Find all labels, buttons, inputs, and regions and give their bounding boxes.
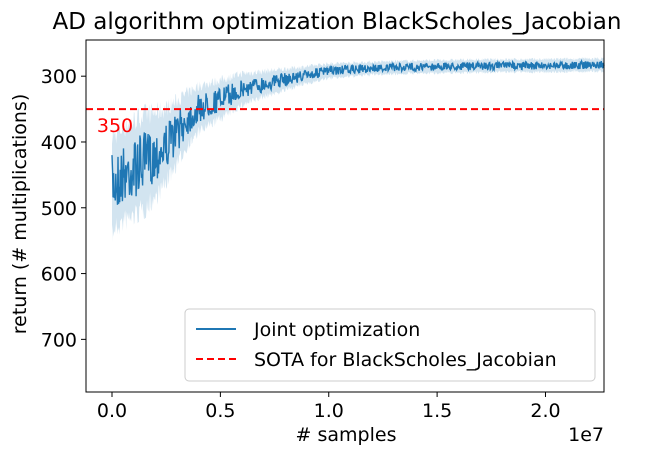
x-tick-label: 1.5 xyxy=(422,400,452,422)
y-tick-label: 500 xyxy=(41,198,77,220)
x-tick-label: 0.0 xyxy=(97,400,127,422)
series-line-joint-optimization xyxy=(111,58,605,205)
y-tick-label: 300 xyxy=(41,66,77,88)
variance-band xyxy=(112,57,604,243)
legend: Joint optimization SOTA for BlackScholes… xyxy=(184,308,596,382)
y-tick-label: 400 xyxy=(41,132,77,154)
sota-annotation: 350 xyxy=(97,115,133,137)
x-axis-offset-label: 1e7 xyxy=(568,424,604,446)
plot-frame xyxy=(85,39,605,393)
legend-label-joint: Joint optimization xyxy=(253,319,420,341)
x-axis-label: # samples xyxy=(296,424,397,446)
y-axis-label: return (# multiplications) xyxy=(9,94,31,334)
x-tick-label: 2.0 xyxy=(530,400,560,422)
x-tick-label: 1.0 xyxy=(314,400,344,422)
chart-title: AD algorithm optimization BlackScholes_J… xyxy=(53,9,622,35)
legend-label-sota: SOTA for BlackScholes_Jacobian xyxy=(254,349,557,371)
x-tick-label: 0.5 xyxy=(205,400,235,422)
x-axis-ticks: 0.0 0.5 1.0 1.5 2.0 xyxy=(97,392,561,422)
y-tick-label: 700 xyxy=(41,329,77,351)
y-tick-label: 600 xyxy=(41,264,77,286)
legend-box xyxy=(184,308,596,382)
series-lines xyxy=(111,58,605,205)
series-variance-band xyxy=(112,57,604,243)
y-axis-ticks: 300 400 500 600 700 xyxy=(41,66,86,351)
